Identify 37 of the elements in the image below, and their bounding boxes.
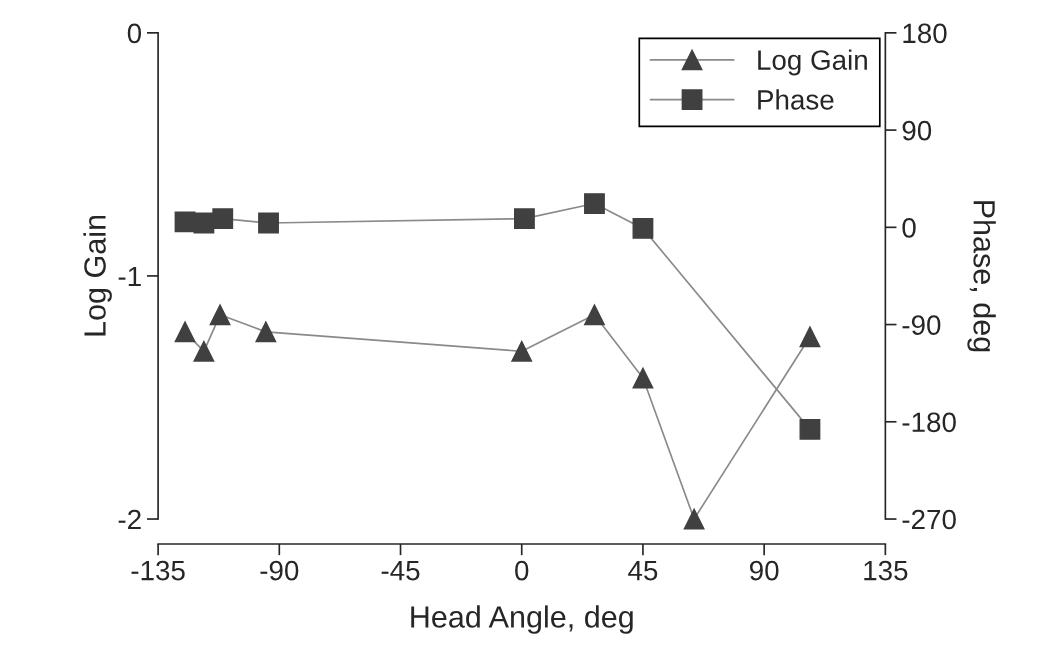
point — [584, 193, 605, 214]
point — [799, 326, 821, 348]
x-axis-title: Head Angle, deg — [411, 605, 633, 634]
legend-label: Phase — [758, 89, 834, 110]
x-tick-label: -90 — [260, 560, 299, 581]
y-tick-label: -2 — [118, 509, 141, 530]
point — [632, 367, 654, 389]
point — [193, 340, 215, 362]
point — [683, 508, 705, 530]
point — [511, 340, 533, 362]
y2-tick-label: -90 — [902, 315, 941, 335]
point — [584, 304, 605, 326]
y2-tick-label: 90 — [902, 120, 932, 141]
y-axis-title: Log Gain — [83, 215, 112, 336]
x-tick-label: -135 — [131, 560, 185, 581]
point — [193, 212, 215, 234]
point — [209, 304, 231, 326]
point — [212, 208, 234, 230]
x-tick-label: -45 — [381, 561, 420, 581]
y-tick-label: -1 — [118, 266, 141, 287]
y2-tick-label: -270 — [902, 509, 956, 530]
x-tick-label: 135 — [864, 560, 908, 581]
x-tick-label: 45 — [628, 561, 658, 581]
legend-label: Log Gain — [758, 49, 867, 76]
y2-axis-title: Phase, deg — [967, 201, 996, 352]
point — [514, 208, 535, 230]
y2-tick-label: -180 — [902, 412, 956, 433]
point — [174, 321, 196, 343]
point — [255, 321, 277, 343]
y2-tick-label: 180 — [903, 23, 947, 44]
x-tick-label: 90 — [750, 560, 779, 581]
point — [632, 217, 654, 239]
point — [799, 418, 821, 440]
point — [258, 212, 279, 234]
y-tick-label: 0 — [127, 23, 142, 44]
x-tick-label: 0 — [515, 560, 529, 581]
y2-tick-label: 0 — [902, 217, 916, 238]
